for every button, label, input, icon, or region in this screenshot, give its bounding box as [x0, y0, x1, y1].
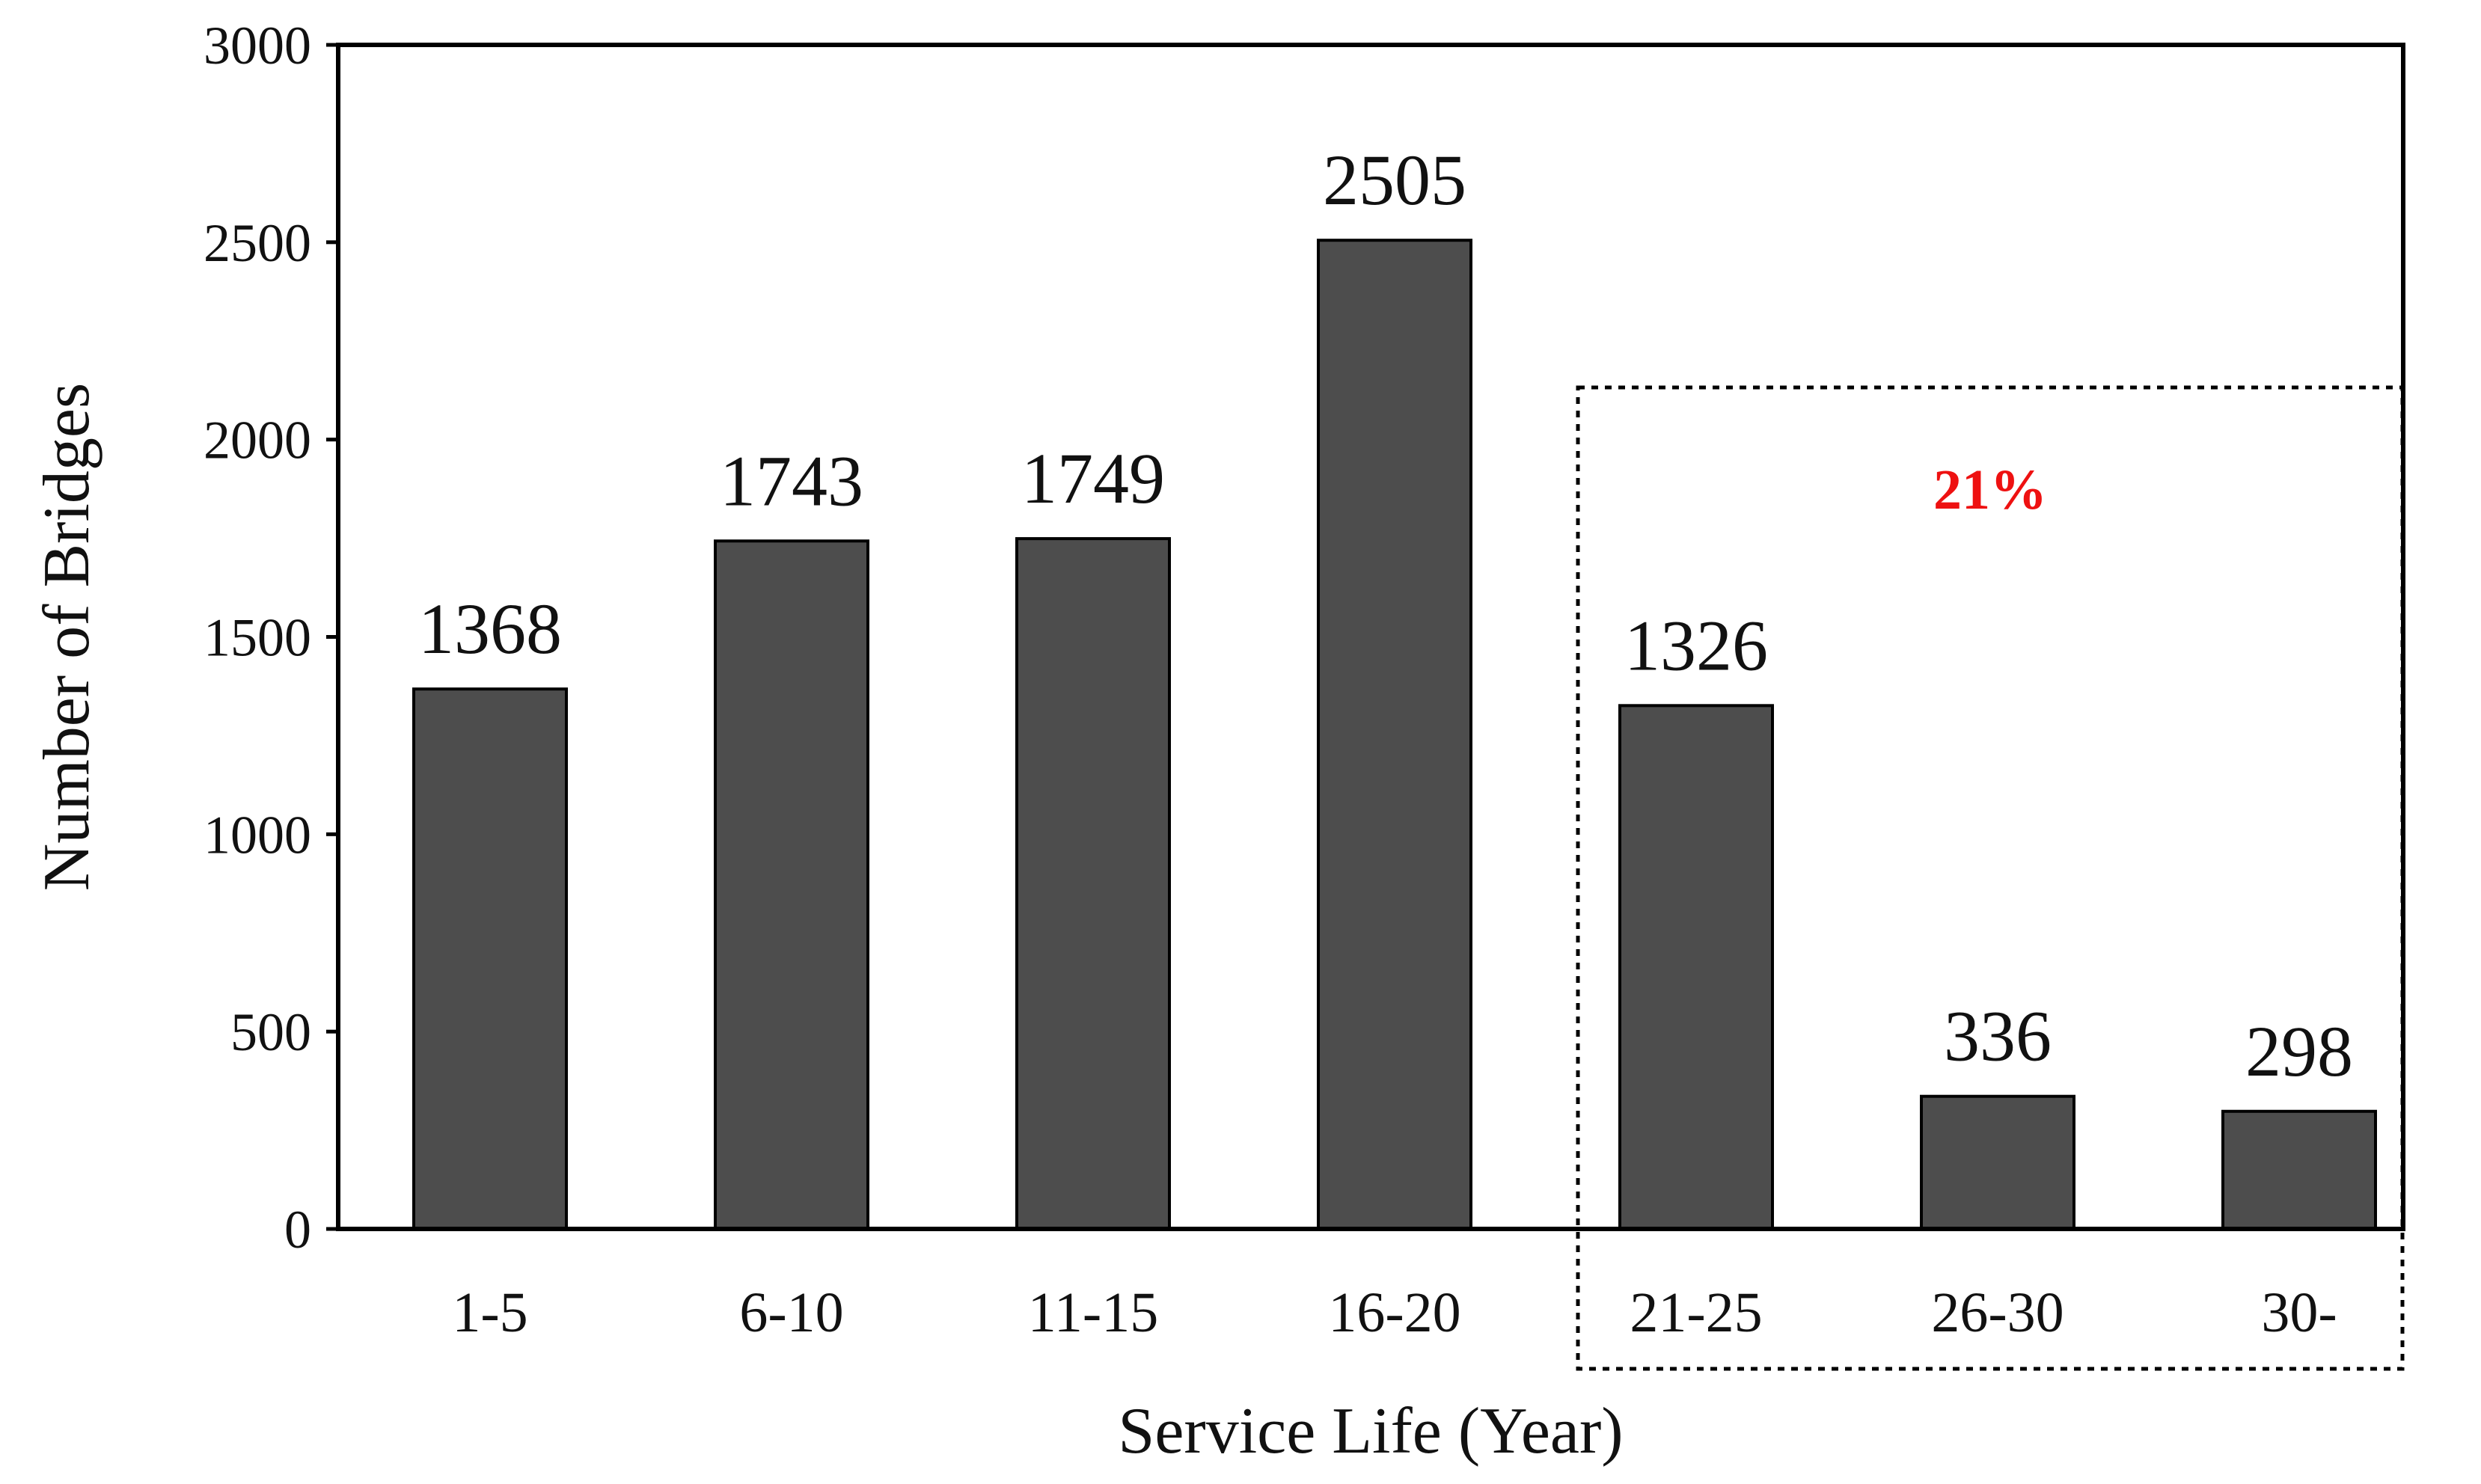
value-label-30-: 298 [2245, 1011, 2353, 1091]
bar-30- [2221, 1109, 2377, 1231]
y-tick-label: 500 [230, 1002, 311, 1062]
x-tick-label: 11-15 [1028, 1281, 1159, 1344]
x-tick-label: 21-25 [1630, 1281, 1762, 1344]
value-label-6-10: 1743 [720, 441, 863, 521]
x-axis-title: Service Life (Year) [1118, 1395, 1623, 1468]
y-tick-label: 1000 [204, 805, 311, 865]
bar-6-10 [714, 539, 869, 1230]
x-tick-label: 16-20 [1328, 1281, 1460, 1344]
bar-1-5 [412, 687, 568, 1230]
y-tick-label: 0 [284, 1200, 311, 1260]
value-label-26-30: 336 [1944, 996, 2052, 1076]
y-tick-label: 1500 [204, 608, 311, 668]
plot-frame [336, 43, 2405, 1231]
x-tick-label: 30- [2261, 1281, 2337, 1344]
bar-16-20 [1317, 239, 1472, 1231]
value-label-16-20: 2505 [1323, 140, 1466, 220]
y-tick-label: 3000 [204, 16, 311, 76]
bar-21-25 [1618, 704, 1774, 1230]
y-tick-label: 2000 [204, 411, 311, 470]
bar-11-15 [1015, 537, 1171, 1230]
bar-26-30 [1920, 1094, 2075, 1230]
value-label-21-25: 1326 [1624, 605, 1768, 685]
value-label-1-5: 1368 [418, 589, 562, 669]
y-tick-label: 2500 [204, 213, 311, 273]
value-label-11-15: 1749 [1021, 438, 1165, 518]
x-tick-label: 26-30 [1931, 1281, 2064, 1344]
x-tick-label: 1-5 [452, 1281, 527, 1344]
y-axis-title: Number of Bridges [31, 383, 103, 891]
x-tick-label: 6-10 [739, 1281, 843, 1344]
annotation-label: 21% [1933, 459, 2047, 521]
